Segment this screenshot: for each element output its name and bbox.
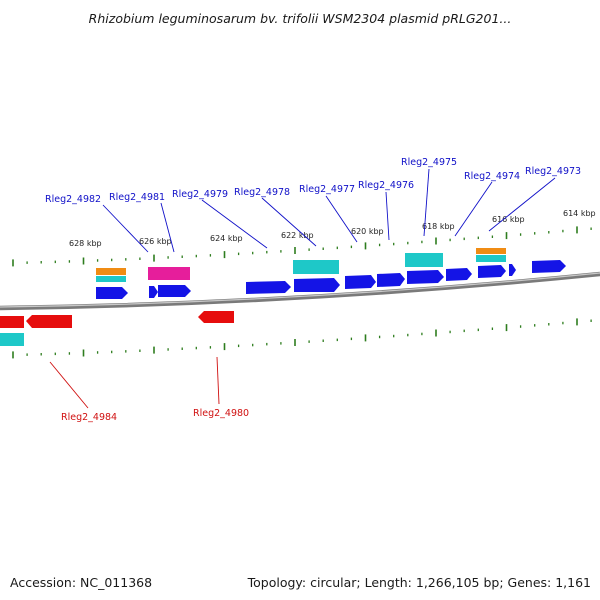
leader-line [385, 191, 390, 241]
reverse-cds-track [0, 311, 234, 346]
feature-cyan [0, 333, 24, 346]
feature-cyan [405, 253, 443, 267]
feature-orange [96, 268, 126, 275]
cds-reverse [26, 315, 72, 328]
cds-forward [407, 270, 444, 284]
leader-line [454, 181, 493, 237]
cds-forward [509, 264, 516, 276]
inner-tick-track [12, 318, 592, 359]
gene-label-rleg2-4981: Rleg2_4981 [109, 192, 165, 203]
gene-label-rleg2-4977: Rleg2_4977 [299, 184, 355, 195]
cds-reverse [198, 311, 234, 323]
forward-cds-track [96, 260, 566, 299]
cds-forward [345, 275, 376, 289]
cds-forward [446, 268, 472, 281]
leader-line [325, 195, 358, 243]
kbp-label-626: 626 kbp [139, 237, 172, 246]
cds-forward [149, 286, 158, 298]
leader-line [201, 199, 268, 249]
cds-forward [158, 285, 191, 297]
cds-forward [294, 278, 340, 292]
gene-label-rleg2-4982: Rleg2_4982 [45, 194, 101, 205]
leader-line [261, 197, 317, 247]
kbp-label-616: 616 kbp [492, 215, 525, 224]
cds-reverse [0, 316, 24, 328]
feature-cyan [476, 255, 506, 262]
chromosome-backbone [0, 271, 600, 311]
leader-line [160, 202, 175, 253]
accession-text: Accession: NC_011368 [10, 575, 153, 590]
genome-summary: Topology: circular; Length: 1,266,105 bp… [247, 575, 591, 590]
cds-forward [96, 287, 128, 299]
leader-line [423, 168, 430, 237]
kbp-scale: 628 kbp 626 kbp 624 kbp 622 kbp 620 kbp … [69, 209, 596, 248]
gene-label-rleg2-4978: Rleg2_4978 [234, 187, 290, 198]
cds-forward [377, 273, 405, 287]
feature-track-upper [96, 248, 506, 282]
kbp-label-618: 618 kbp [422, 222, 455, 231]
cds-forward [478, 265, 506, 278]
map-title: Rhizobium leguminosarum bv. trifolii WSM… [88, 11, 512, 26]
leader-line [102, 204, 149, 253]
feature-orange [476, 248, 506, 254]
chromosome-backbone-highlight [0, 272, 600, 308]
leader-line [488, 177, 556, 232]
gene-label-rleg2-4984: Rleg2_4984 [61, 412, 117, 423]
leader-line [49, 361, 89, 409]
kbp-label-628: 628 kbp [69, 239, 102, 248]
kbp-label-620: 620 kbp [351, 227, 384, 236]
gene-label-rleg2-4974: Rleg2_4974 [464, 171, 520, 182]
gene-label-rleg2-4973: Rleg2_4973 [525, 166, 581, 177]
kbp-label-614: 614 kbp [563, 209, 596, 218]
gene-label-rleg2-4980: Rleg2_4980 [193, 408, 249, 419]
feature-magenta [148, 267, 190, 280]
gene-label-rleg2-4975: Rleg2_4975 [401, 157, 457, 168]
gene-label-rleg2-4976: Rleg2_4976 [358, 180, 414, 191]
gene-label-rleg2-4979: Rleg2_4979 [172, 189, 228, 200]
feature-cyan [96, 276, 126, 282]
kbp-label-622: 622 kbp [281, 231, 314, 240]
cds-forward [532, 260, 566, 273]
cds-forward [246, 281, 291, 294]
kbp-label-624: 624 kbp [210, 234, 243, 243]
gene-label-group: Rleg2_4982 Rleg2_4981 Rleg2_4979 Rleg2_4… [45, 157, 581, 423]
leader-line [216, 356, 220, 405]
outer-tick-track [12, 226, 592, 267]
feature-cyan [293, 260, 339, 274]
